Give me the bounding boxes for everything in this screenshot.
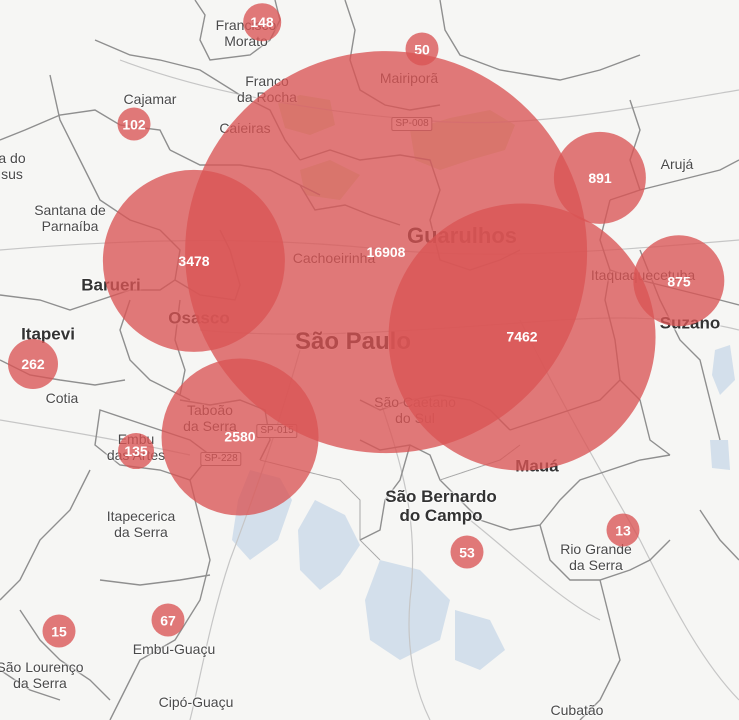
- place-label-itapecerica-da-serra: Itapecerica da Serra: [106, 508, 176, 540]
- cluster-bubble-rio-grande-da-serra[interactable]: 13: [606, 513, 640, 547]
- place-label-cubatao: Cubatão: [550, 702, 604, 718]
- cluster-count: 7462: [506, 328, 538, 345]
- place-label-itapevi: Itapevi: [21, 324, 75, 344]
- place-label-rio-grande-da-serra: Rio Grande da Serra: [560, 541, 632, 573]
- reservoir: [710, 440, 730, 470]
- place-label-sao-lourenco-da-serra: São Lourenço da Serra: [0, 659, 84, 691]
- place-label-da-do-sus: a do sus: [0, 150, 26, 182]
- place-label-sao-bernardo-do-campo: São Bernardo do Campo: [385, 487, 497, 525]
- cluster-bubble-osasco[interactable]: 3478: [102, 169, 286, 353]
- cluster-count: 148: [250, 13, 274, 30]
- reservoir: [298, 500, 360, 590]
- place-label-cotia: Cotia: [45, 390, 79, 406]
- cluster-bubble-embu-guacu[interactable]: 67: [151, 603, 185, 637]
- cluster-count: 16908: [366, 244, 406, 260]
- cluster-bubble-francisco-morato[interactable]: 148: [243, 3, 281, 41]
- cluster-count: 102: [122, 116, 146, 132]
- cluster-bubble-itapevi[interactable]: 262: [7, 338, 59, 390]
- cluster-count: 67: [160, 612, 176, 628]
- cluster-count: 262: [21, 355, 45, 372]
- place-label-santana-de-parnaiba: Santana de Parnaíba: [34, 202, 106, 234]
- reservoir: [712, 345, 735, 395]
- cluster-bubble-cajamar[interactable]: 102: [117, 107, 151, 141]
- cluster-count: 15: [51, 623, 67, 639]
- cluster-bubble-sao-lourenco-da-serra[interactable]: 15: [42, 614, 76, 648]
- cluster-count: 2580: [224, 429, 256, 445]
- cluster-bubble-sao-paulo-east[interactable]: 7462: [388, 203, 656, 471]
- place-label-embu-guacu: Embu-Guaçu: [132, 641, 216, 657]
- cluster-count: 135: [124, 442, 148, 459]
- cluster-count: 3478: [178, 253, 210, 269]
- cluster-bubble-taboao-da-serra[interactable]: 2580: [161, 358, 319, 516]
- place-label-cajamar: Cajamar: [123, 91, 177, 107]
- cluster-bubble-sao-bernardo-do-campo[interactable]: 53: [450, 535, 484, 569]
- place-label-aruja: Arujá: [660, 156, 694, 172]
- cluster-count: 891: [588, 169, 612, 186]
- reservoir: [455, 610, 505, 670]
- cluster-count: 13: [615, 522, 631, 538]
- place-label-cipo-guacu: Cipó-Guaçu: [158, 694, 234, 710]
- cluster-bubble-embu-das-artes[interactable]: 135: [118, 433, 154, 469]
- cluster-count: 875: [667, 272, 691, 289]
- cluster-count: 53: [459, 544, 475, 560]
- reservoir: [365, 560, 450, 660]
